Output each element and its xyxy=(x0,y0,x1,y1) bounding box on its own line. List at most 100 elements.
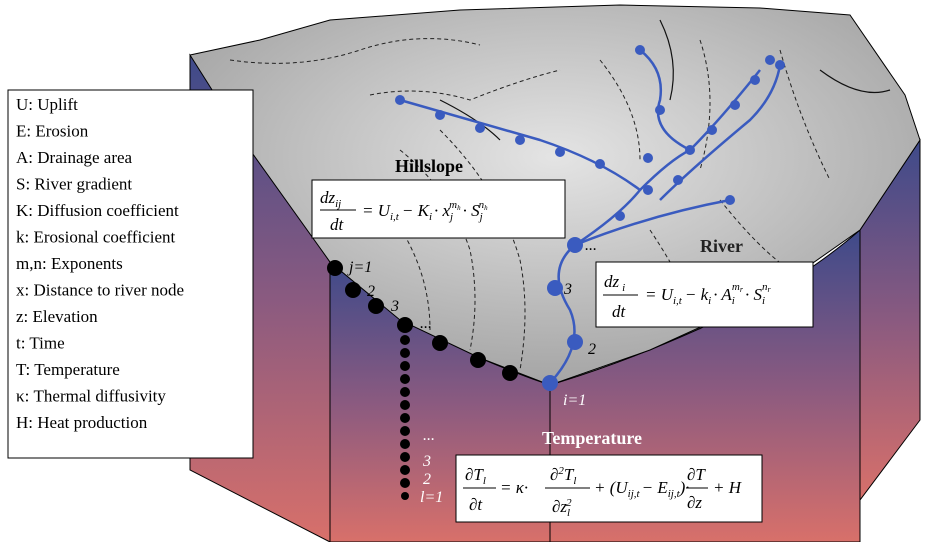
eq: dt xyxy=(330,215,345,234)
temperature-node xyxy=(400,374,410,384)
eq: ∂zl2 xyxy=(552,497,572,519)
hillslope-node xyxy=(345,282,361,298)
node-label: j=1 xyxy=(347,259,372,276)
node-label: 2 xyxy=(423,471,431,488)
equation-part: m xyxy=(732,281,740,293)
equation-part: − k xyxy=(685,285,709,304)
legend-item: K: Diffusion coefficient xyxy=(16,201,179,220)
river-node xyxy=(515,135,525,145)
river-node xyxy=(685,145,695,155)
temperature-node xyxy=(400,348,410,358)
equation-part: ∂z xyxy=(552,497,567,516)
river-node xyxy=(725,195,735,205)
equation-part: h xyxy=(484,204,488,212)
equation-part: · A xyxy=(713,285,732,304)
equation-part: − K xyxy=(402,201,431,220)
temperature-node xyxy=(400,361,410,371)
river-node xyxy=(635,45,645,55)
node-label: ... xyxy=(423,427,435,444)
equation-part: + (U xyxy=(594,478,629,497)
eq: ∂z xyxy=(687,493,702,512)
legend-item: x: Distance to river node xyxy=(16,281,184,300)
diagram: U: UpliftE: ErosionA: Drainage areaS: Ri… xyxy=(0,0,949,542)
river-node xyxy=(775,60,785,70)
legend-item: m,n: Exponents xyxy=(16,254,123,273)
eq: = Ui,t− Ki· xjmh· Sjnh xyxy=(362,199,488,223)
node-label: ... xyxy=(420,315,432,332)
hillslope-label: Hillslope xyxy=(395,156,463,176)
river-label: River xyxy=(700,236,743,256)
equation-part: ∂ xyxy=(550,465,558,484)
hillslope-node xyxy=(327,260,343,276)
eq: ∂Tl xyxy=(465,465,486,487)
equation-part: · S xyxy=(745,285,763,304)
river-node xyxy=(707,125,717,135)
temperature-node xyxy=(400,335,410,345)
equation-part: − E xyxy=(642,478,669,497)
temperature-label: Temperature xyxy=(542,428,642,448)
node-label: l=1 xyxy=(420,489,443,506)
equation-part: · x xyxy=(434,201,451,220)
equation-part: i xyxy=(622,282,625,294)
equation-part: i,t xyxy=(390,211,400,223)
river-node xyxy=(643,185,653,195)
equation-part: l xyxy=(573,475,576,487)
river-node xyxy=(542,375,558,391)
river-node xyxy=(547,280,563,296)
equation-part: h xyxy=(457,204,461,212)
hillslope-equation: dzij dt = Ui,t− Ki· xjmh· Sjnh xyxy=(312,180,565,238)
eq: ∂T xyxy=(687,465,706,484)
temperature-node xyxy=(400,413,410,423)
equation-part: m xyxy=(449,199,457,211)
node-label: 2 xyxy=(588,341,596,358)
equation-part: ij,t xyxy=(628,488,641,500)
node-label: 3 xyxy=(563,281,572,298)
equation-part: i xyxy=(762,295,765,307)
river-node xyxy=(765,55,775,65)
equation-part: dz xyxy=(320,188,336,207)
river-node xyxy=(615,211,625,221)
eq: dt xyxy=(612,302,627,321)
equation-part: = U xyxy=(645,285,675,304)
legend-item: S: River gradient xyxy=(16,175,132,194)
equation-part: i xyxy=(732,295,735,307)
river-node xyxy=(395,95,405,105)
temperature-node xyxy=(400,439,410,449)
hillslope-node xyxy=(368,298,384,314)
temperature-node xyxy=(400,452,410,462)
equation-part: l xyxy=(483,475,486,487)
node-label: 3 xyxy=(390,298,399,315)
hillslope-node xyxy=(397,317,413,333)
temperature-node xyxy=(400,387,410,397)
river-node xyxy=(555,147,565,157)
hillslope-node xyxy=(502,365,518,381)
legend-item: t: Time xyxy=(16,334,65,353)
node-label: i=1 xyxy=(563,392,586,409)
equation-part: i,t xyxy=(673,295,683,307)
node-label: 2 xyxy=(367,283,375,300)
equation-part: = U xyxy=(362,201,392,220)
temperature-node xyxy=(401,492,409,500)
legend-item: U: Uplift xyxy=(16,95,78,114)
temperature-node xyxy=(400,478,410,488)
river-node xyxy=(435,110,445,120)
equation-part: dz xyxy=(604,272,620,291)
hillslope-node xyxy=(470,352,486,368)
equation-part: i xyxy=(708,295,711,307)
river-node xyxy=(475,123,485,133)
eq: ∂t xyxy=(469,495,483,514)
temperature-node xyxy=(400,465,410,475)
node-label: ... xyxy=(585,237,597,254)
temperature-equation: ∂Tl ∂t = κ· ∂2Tl ∂zl2 + (Uij,t− Eij,t)· … xyxy=(456,455,762,522)
equation-part: i xyxy=(429,211,432,223)
legend-item: κ: Thermal diffusivity xyxy=(16,387,166,406)
legend-item: z: Elevation xyxy=(16,307,98,326)
river-node xyxy=(750,75,760,85)
equation-part: ij,t xyxy=(668,488,681,500)
temperature-node xyxy=(400,426,410,436)
river-node xyxy=(595,159,605,169)
river-node xyxy=(567,334,583,350)
hillslope-node xyxy=(432,335,448,351)
